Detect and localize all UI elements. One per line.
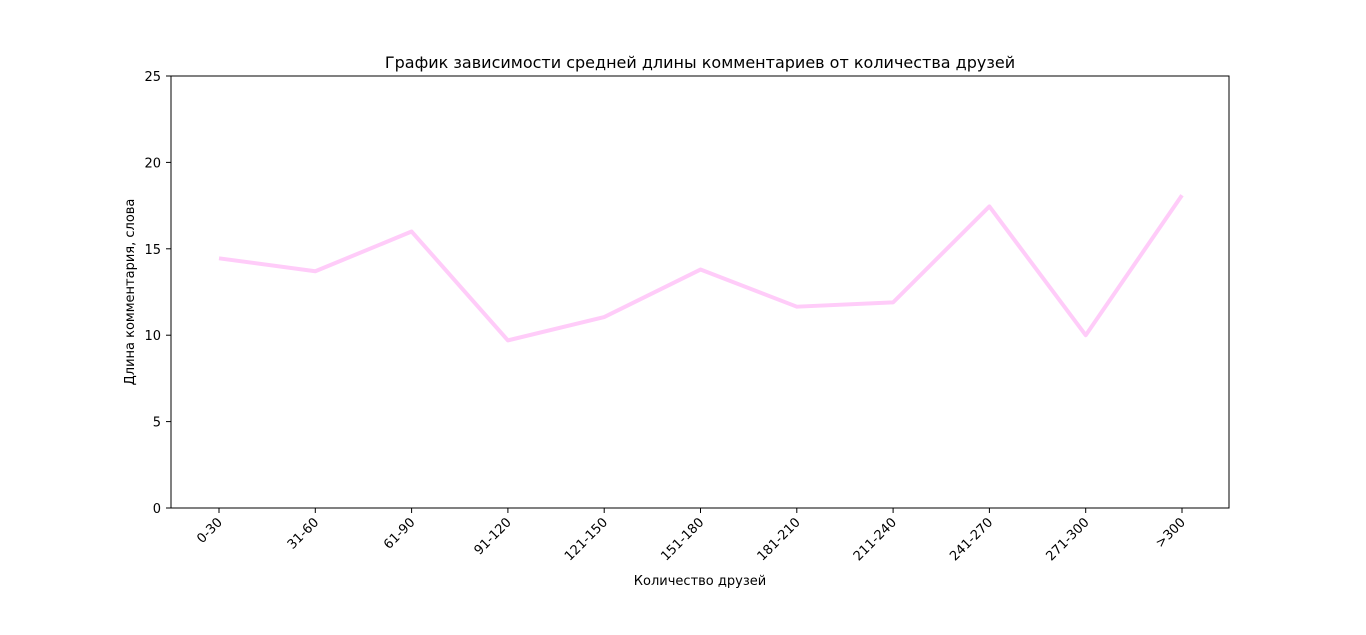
y-axis: 0 5 10 15 20 25 <box>144 70 171 517</box>
plot-area <box>218 194 1184 343</box>
y-tick-label: 0 <box>153 502 161 517</box>
series-line <box>218 194 1184 343</box>
y-tick-label: 15 <box>144 243 161 258</box>
y-tick-label: 10 <box>144 329 161 344</box>
y-tick-label: 25 <box>144 70 161 85</box>
y-tick-label: 5 <box>153 416 161 431</box>
x-axis-label: Количество друзей <box>634 574 766 589</box>
chart-title: График зависимости средней длины коммент… <box>385 53 1015 72</box>
y-axis-label: Длина комментария, слова <box>123 199 138 386</box>
y-tick-label: 20 <box>144 156 161 171</box>
